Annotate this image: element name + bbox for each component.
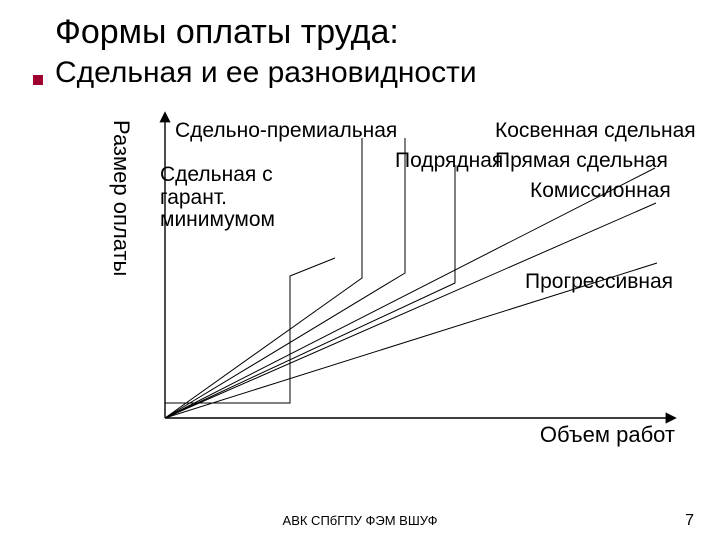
slide: Формы оплаты труда: Сдельная и ее разнов… [0, 0, 720, 540]
line-komissionnaya [165, 203, 656, 418]
title-bullet [33, 75, 43, 85]
label-komissionnaya: Комиссионная [530, 180, 671, 203]
label-pryamaya: Прямая сдельная [495, 150, 668, 173]
label-kosvennaya: Косвенная сдельная [495, 120, 696, 143]
x-axis-label: Объем работ [540, 422, 675, 448]
footer-text: АВК СПбГПУ ФЭМ ВШУФ [0, 513, 720, 528]
page-number: 7 [685, 512, 694, 530]
label-sdelno-prem: Сдельно-премиальная [175, 120, 397, 143]
slide-title: Формы оплаты труда: [55, 14, 399, 51]
chart: Размер оплаты Сдельно-премиальная Косвен… [100, 108, 700, 478]
label-sdel-garant: Сдельная сгарант.минимумом [160, 164, 275, 232]
label-podryadnaya: Подрядная [395, 150, 503, 173]
slide-subtitle: Сдельная и ее разновидности [55, 56, 477, 89]
label-progressiv: Прогрессивная [525, 271, 673, 294]
